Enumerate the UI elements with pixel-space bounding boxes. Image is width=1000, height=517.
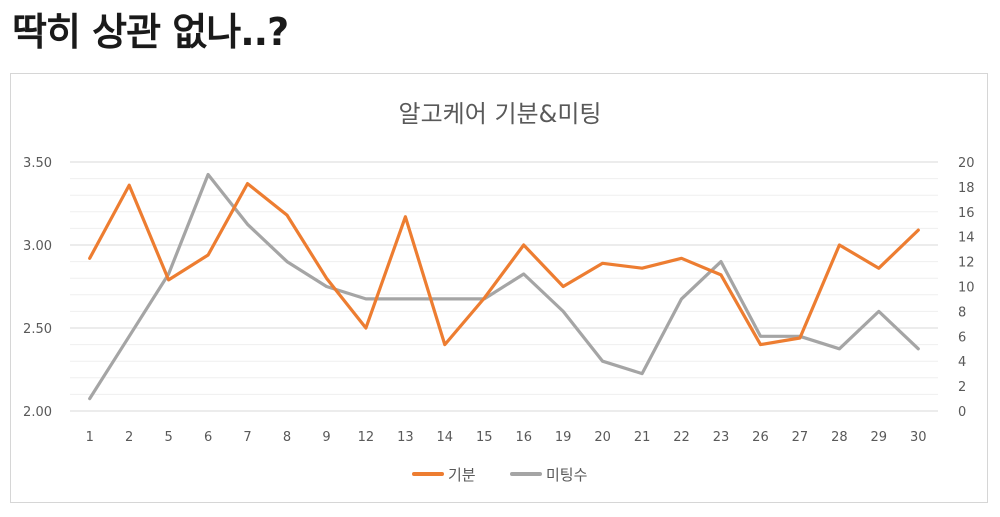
x-tick-label: 13 <box>397 430 414 445</box>
right-tick-label: 14 <box>958 231 975 246</box>
right-tick-label: 20 <box>958 156 975 171</box>
right-tick-label: 10 <box>958 281 975 296</box>
chart-title: 알고케어 기분&미팅 <box>399 100 602 128</box>
series-line-mood <box>88 182 920 347</box>
left-tick-label: 3.00 <box>23 239 52 254</box>
right-tick-label: 0 <box>958 405 966 420</box>
series-lines <box>88 172 920 401</box>
x-tick-label: 1 <box>86 430 94 445</box>
left-tick-label: 2.00 <box>23 405 52 420</box>
x-tick-label: 16 <box>515 430 532 445</box>
x-tick-label: 26 <box>752 430 769 445</box>
right-tick-label: 2 <box>958 380 966 395</box>
x-tick-label: 28 <box>831 430 848 445</box>
right-tick-label: 6 <box>958 330 966 345</box>
x-tick-label: 6 <box>204 430 212 445</box>
series-line-meetings <box>88 172 920 401</box>
x-tick-label: 22 <box>673 430 690 445</box>
right-tick-label: 12 <box>958 256 975 271</box>
x-tick-label: 8 <box>283 430 291 445</box>
right-tick-label: 16 <box>958 206 975 221</box>
x-tick-label: 23 <box>713 430 730 445</box>
right-tick-label: 4 <box>958 355 966 370</box>
x-tick-label: 19 <box>555 430 572 445</box>
x-tick-label: 20 <box>594 430 611 445</box>
right-tick-label: 8 <box>958 305 966 320</box>
x-tick-label: 2 <box>125 430 133 445</box>
x-tick-label: 5 <box>164 430 172 445</box>
right-axis-ticks: 0 2 4 6 8 10 12 14 16 18 20 <box>958 156 975 420</box>
legend: 기분 미팅수 <box>412 466 587 484</box>
x-tick-label: 14 <box>437 430 454 445</box>
x-tick-label: 21 <box>634 430 651 445</box>
x-tick-label: 12 <box>358 430 375 445</box>
x-tick-label: 30 <box>910 430 927 445</box>
x-tick-label: 7 <box>243 430 251 445</box>
x-axis-ticks: 1 2 5 6 7 8 9 12 13 14 15 16 19 20 21 22 23 26 27 28 29 30 <box>86 430 927 445</box>
x-tick-label: 29 <box>871 430 888 445</box>
x-tick-label: 15 <box>476 430 493 445</box>
page-title: 딱히 상관 없나..? <box>12 10 289 54</box>
x-tick-label: 27 <box>792 430 809 445</box>
legend-label: 기분 <box>448 466 476 484</box>
right-tick-label: 18 <box>958 181 975 196</box>
left-axis-ticks: 2.00 2.50 3.00 3.50 <box>23 156 52 420</box>
x-tick-label: 9 <box>322 430 330 445</box>
left-tick-label: 2.50 <box>23 322 52 337</box>
left-tick-label: 3.50 <box>23 156 52 171</box>
legend-label: 미팅수 <box>546 466 587 484</box>
